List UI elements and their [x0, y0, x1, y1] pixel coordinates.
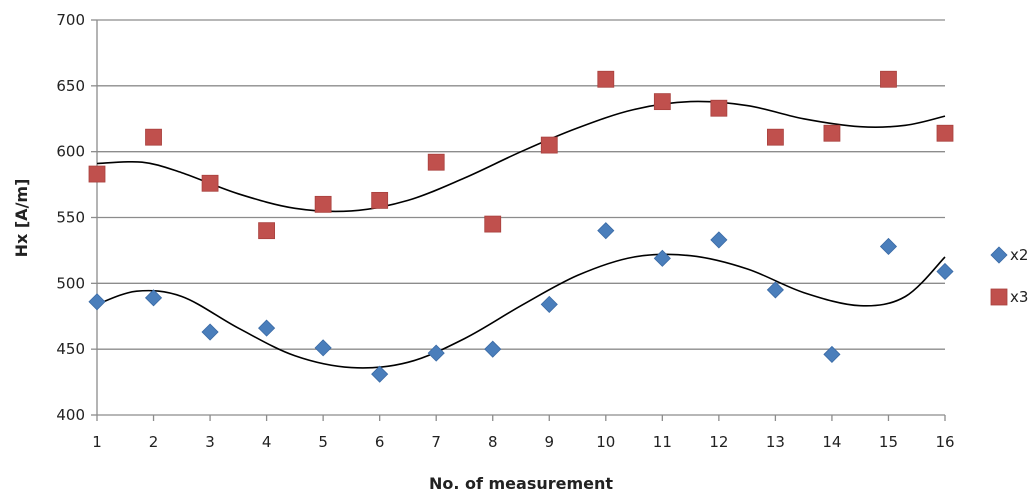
data-point-x3 [823, 124, 841, 142]
y-tick-label: 550 [56, 209, 85, 227]
x-axis-label: No. of measurement [429, 474, 613, 493]
data-point-x3 [258, 222, 276, 240]
x-tick-label: 10 [596, 433, 615, 451]
x-tick-label: 4 [262, 433, 272, 451]
y-tick-label: 700 [56, 11, 85, 29]
y-tick-labels: 400 450 500 550 600 650 700 [56, 11, 85, 424]
x-tick-label: 5 [318, 433, 328, 451]
x-tick-label: 11 [653, 433, 672, 451]
data-point-x3 [936, 124, 954, 142]
data-points [88, 70, 954, 383]
legend-label-x3: x3 [1010, 288, 1028, 306]
data-point-x3 [767, 128, 784, 146]
data-point-x2 [314, 339, 332, 357]
data-point-x2 [144, 289, 163, 307]
data-point-x3 [653, 93, 671, 111]
x-tick-label: 2 [149, 433, 159, 451]
legend-label-x2: x2 [1010, 246, 1028, 264]
data-point-x2 [371, 365, 389, 383]
data-point-x3 [427, 153, 445, 171]
legend-marker-x2 [990, 246, 1008, 264]
axes [91, 19, 946, 421]
data-point-x2 [710, 231, 728, 249]
x-tick-label: 8 [488, 433, 498, 451]
data-point-x2 [653, 249, 671, 267]
x-tick-label: 13 [766, 433, 785, 451]
x-tick-label: 1 [92, 433, 102, 451]
y-tick-label: 500 [56, 274, 85, 292]
data-point-x3 [597, 70, 615, 88]
trendline-x2 [96, 253, 946, 369]
data-point-x2 [766, 281, 784, 299]
trendlines [96, 100, 946, 369]
x-tick-label: 12 [709, 433, 728, 451]
x-tick-label: 14 [822, 433, 841, 451]
y-tick-label: 650 [56, 77, 85, 95]
trendline-x3 [96, 100, 946, 213]
y-tick-label: 400 [56, 406, 85, 424]
data-point-x2 [936, 262, 954, 281]
data-point-x3 [880, 70, 897, 88]
data-point-x2 [879, 237, 898, 256]
data-point-x2 [823, 345, 841, 363]
data-point-x2 [484, 340, 502, 358]
x-tick-label: 15 [879, 433, 898, 451]
x-tick-label: 7 [431, 433, 441, 451]
x-tick-label: 3 [205, 433, 215, 451]
x-tick-label: 9 [544, 433, 554, 451]
legend-marker-x3 [990, 288, 1008, 306]
data-point-x3 [371, 191, 389, 209]
legend: x2 x3 [990, 246, 1028, 306]
data-point-x2 [88, 293, 106, 311]
data-point-x3 [88, 165, 106, 183]
data-point-x2 [258, 319, 276, 337]
data-point-x3 [540, 136, 558, 154]
data-point-x2 [201, 323, 219, 341]
x-tick-label: 16 [935, 433, 954, 451]
data-point-x3 [710, 99, 728, 117]
data-point-x3 [201, 174, 219, 192]
y-tick-label: 600 [56, 143, 85, 161]
data-point-x2 [540, 295, 558, 313]
data-point-x2 [427, 344, 445, 362]
x-tick-labels: 1 2 3 4 5 6 7 8 9 10 11 12 13 14 15 16 [92, 433, 954, 451]
data-point-x3 [314, 195, 332, 213]
y-tick-label: 450 [56, 340, 85, 358]
data-point-x2 [597, 222, 615, 240]
data-point-x3 [484, 215, 502, 233]
gridlines [97, 19, 945, 350]
y-axis-label: Hx [A/m] [12, 179, 31, 258]
data-point-x3 [145, 128, 162, 146]
x-tick-label: 6 [375, 433, 385, 451]
